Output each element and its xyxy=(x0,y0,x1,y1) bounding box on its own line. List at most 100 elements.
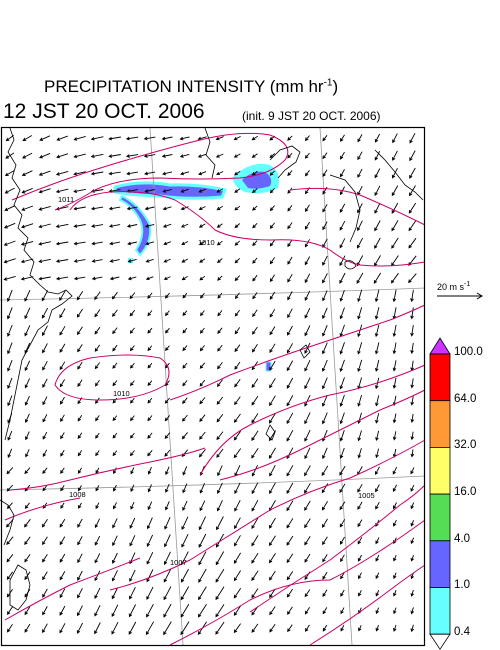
isobar-label-layer: 1011 1010 1010 1008 1007 1005 xyxy=(58,195,375,567)
wind-vector-arrow xyxy=(286,447,294,460)
wind-vector-arrow xyxy=(287,308,293,319)
wind-vector-arrow xyxy=(21,223,34,229)
wind-vector-arrow xyxy=(408,202,417,214)
wind-vector-arrow xyxy=(375,625,380,632)
wind-vector-arrow xyxy=(77,467,82,474)
wind-vector-arrow xyxy=(42,588,48,598)
wind-vector-arrow xyxy=(269,170,276,176)
wind-vector-arrow xyxy=(197,603,207,618)
wind-vector-arrow xyxy=(339,342,345,355)
wind-vector-arrow xyxy=(375,572,380,580)
wind-vector-arrow xyxy=(182,483,188,494)
wind-vector-arrow xyxy=(269,291,276,300)
wind-vector-arrow xyxy=(76,622,84,634)
wind-vector-arrow xyxy=(180,223,189,228)
wind-vector-arrow xyxy=(304,290,311,301)
wind-vector-arrow xyxy=(77,344,83,353)
wind-vector-arrow xyxy=(179,136,190,141)
wind-vector-arrow xyxy=(94,344,101,352)
wind-vector-arrow xyxy=(268,535,276,547)
wind-vector-arrow xyxy=(55,276,69,281)
wind-vector-arrow xyxy=(59,623,66,634)
wind-vector-arrow xyxy=(112,484,117,492)
colorbar-segment xyxy=(429,493,451,542)
wind-vector-arrow xyxy=(91,276,103,281)
precip-patch-small xyxy=(128,258,133,263)
wind-vector-arrow xyxy=(78,502,82,509)
wind-vector-arrow xyxy=(55,170,69,176)
wind-vector-arrow xyxy=(357,501,363,510)
wind-vector-arrow xyxy=(410,467,415,475)
wind-vector-arrow xyxy=(182,362,188,369)
wind-vector-arrow xyxy=(163,551,171,566)
wind-vector-arrow xyxy=(108,206,121,211)
wind-vector-arrow xyxy=(42,431,48,440)
wind-vector-arrow xyxy=(392,466,398,475)
wind-vector-arrow xyxy=(269,482,276,495)
wind-vector-arrow xyxy=(251,188,258,194)
wind-vector-arrow xyxy=(269,222,275,229)
wind-vector-arrow xyxy=(145,276,154,281)
wind-vector-arrow xyxy=(95,432,100,439)
wind-vector-arrow xyxy=(3,222,16,229)
wind-vector-arrow xyxy=(374,133,380,143)
wind-vector-arrow xyxy=(95,502,100,510)
wind-vector-arrow xyxy=(340,607,345,615)
wind-vector-arrow xyxy=(217,482,223,494)
wind-vector-arrow xyxy=(391,237,399,249)
wind-vector-arrow xyxy=(234,535,241,547)
wind-vector-arrow xyxy=(59,343,66,353)
wind-vector-arrow xyxy=(73,241,86,246)
isobar-1005 xyxy=(249,484,426,613)
wind-vector-arrow xyxy=(304,465,311,477)
isobar-1011 xyxy=(11,132,289,211)
wind-vector-arrow xyxy=(112,415,118,422)
wind-vector-arrow xyxy=(111,291,118,300)
wind-vector-arrow xyxy=(143,154,156,158)
wind-vector-arrow xyxy=(181,258,189,263)
wind-vector-arrow xyxy=(252,205,258,211)
precip-patch-east-core xyxy=(242,171,272,189)
wind-vector-arrow xyxy=(60,449,65,457)
title-close: ) xyxy=(332,77,339,96)
wind-vector-arrow xyxy=(164,534,171,548)
wind-vector-arrow xyxy=(269,308,276,318)
wind-vector-arrow xyxy=(24,307,31,320)
wind-vector-arrow xyxy=(392,324,397,338)
wind-vector-arrow xyxy=(130,501,135,510)
wind-vector-arrow xyxy=(181,449,189,458)
wind-vector-arrow xyxy=(375,413,380,424)
wind-vector-arrow xyxy=(198,533,207,548)
wind-vector-arrow xyxy=(179,153,190,158)
wind-vector-arrow xyxy=(393,590,397,597)
wind-vector-arrow xyxy=(286,535,294,546)
wind-vector-arrow xyxy=(393,572,397,580)
wind-vector-arrow xyxy=(408,220,417,232)
wind-vector-arrow xyxy=(164,415,171,422)
wind-vector-arrow xyxy=(217,292,223,299)
wind-vector-arrow xyxy=(233,623,241,634)
wind-vector-arrow xyxy=(182,397,188,405)
wind-vector-arrow xyxy=(410,484,415,492)
wind-vector-arrow xyxy=(408,237,417,249)
wind-vector-arrow xyxy=(374,342,380,355)
colorbar-label: 64.0 xyxy=(454,393,477,405)
wind-vector-arrow xyxy=(269,343,276,354)
coastline-sakhalin xyxy=(204,127,216,179)
wind-vector-arrow xyxy=(392,150,398,161)
wind-vector-arrow xyxy=(94,309,101,318)
wind-vector-arrow xyxy=(410,589,415,597)
wind-vector-arrow xyxy=(3,275,16,281)
wind-vector-arrow xyxy=(375,448,380,459)
wind-vector-arrow xyxy=(234,517,241,530)
wind-vector-arrow xyxy=(77,414,83,422)
wind-vector-arrow xyxy=(24,554,31,563)
precip-patch-center xyxy=(265,361,272,372)
wind-vector-arrow xyxy=(38,205,51,211)
wind-vector-arrow xyxy=(287,170,293,177)
wind-vector-arrow xyxy=(322,624,328,632)
wind-vector-arrow xyxy=(129,327,135,334)
wind-vector-arrow xyxy=(304,624,310,632)
wind-vector-arrow xyxy=(217,310,223,317)
wind-vector-arrow xyxy=(59,553,66,563)
